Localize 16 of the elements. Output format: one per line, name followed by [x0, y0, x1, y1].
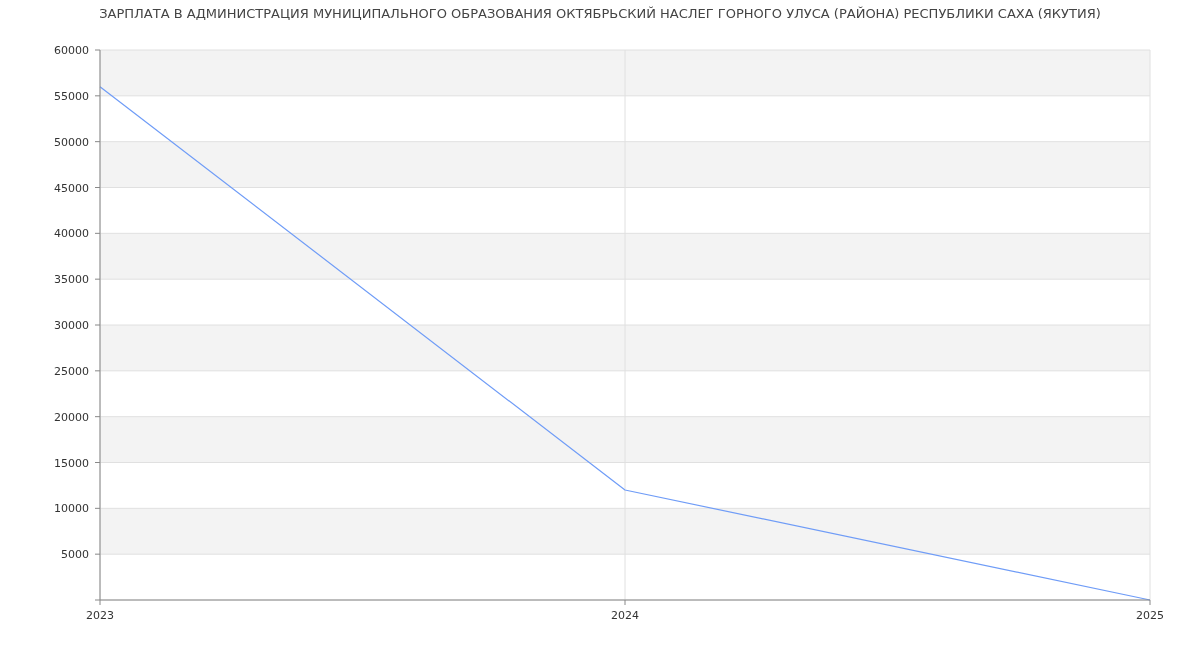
y-tick-label: 60000 [54, 44, 89, 57]
y-tick-label: 45000 [54, 181, 89, 195]
y-tick-label: 10000 [54, 502, 89, 516]
y-tick-label: 35000 [54, 273, 89, 287]
y-tick-label: 20000 [54, 410, 89, 424]
y-tick-label: 15000 [54, 456, 89, 470]
y-tick-label: 5000 [61, 548, 89, 562]
y-tick-label: 40000 [54, 227, 89, 241]
chart-title: ЗАРПЛАТА В АДМИНИСТРАЦИЯ МУНИЦИПАЛЬНОГО ОБРАЗОВАНИЯ ОКТЯБРЬСКИЙ НАСЛЕГ ГОРНОГО УЛУСА (РАЙОНА) РЕСПУБЛИКИ САХА (ЯКУТИЯ) [99, 6, 1101, 21]
x-tick-label: 2024 [611, 609, 639, 622]
y-tick-label: 25000 [54, 364, 89, 378]
y-tick-label: 30000 [54, 319, 89, 332]
x-tick-label: 2025 [1136, 609, 1164, 622]
y-tick-label: 55000 [54, 89, 89, 103]
y-tick-label: 50000 [54, 135, 89, 149]
x-tick-label: 2023 [86, 609, 114, 622]
